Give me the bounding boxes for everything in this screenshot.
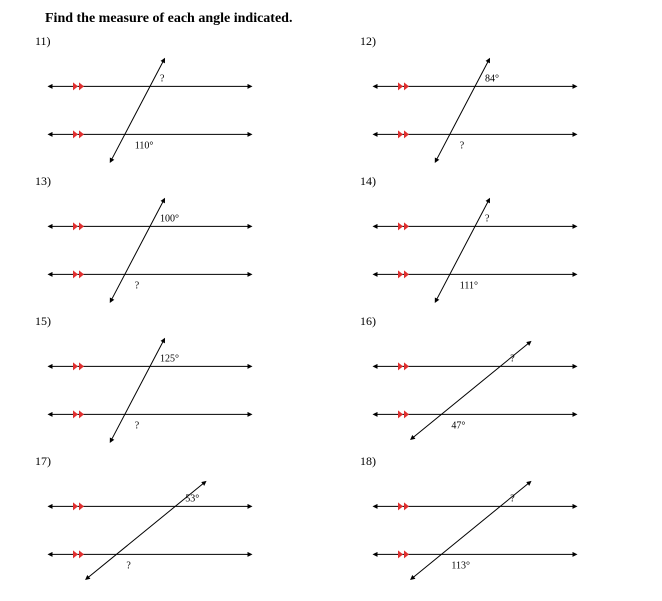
page-title: Find the measure of each angle indicated… [45,11,292,26]
problem-number: 17) [35,454,51,468]
given-angle-label: 47° [451,420,465,431]
given-angle-label: 111° [460,280,478,291]
given-angle-label: 84° [485,73,499,84]
unknown-angle-label: ? [160,73,165,84]
problem-number: 13) [35,174,51,188]
problem-number: 18) [360,454,376,468]
problem-number: 16) [360,314,376,328]
unknown-angle-label: ? [460,140,465,151]
given-angle-label: 100° [160,213,179,224]
given-angle-label: 113° [451,560,470,571]
unknown-angle-label: ? [485,213,490,224]
unknown-angle-label: ? [126,560,131,571]
problem-number: 14) [360,174,376,188]
unknown-angle-label: ? [510,353,515,364]
unknown-angle-label: ? [135,280,140,291]
problem-number: 12) [360,34,376,48]
unknown-angle-label: ? [135,420,140,431]
given-angle-label: 53° [185,493,199,504]
problem-number: 15) [35,314,51,328]
problem-number: 11) [35,34,51,48]
worksheet-canvas: Find the measure of each angle indicated… [0,0,662,601]
unknown-angle-label: ? [510,493,515,504]
given-angle-label: 110° [135,140,154,151]
given-angle-label: 125° [160,353,179,364]
